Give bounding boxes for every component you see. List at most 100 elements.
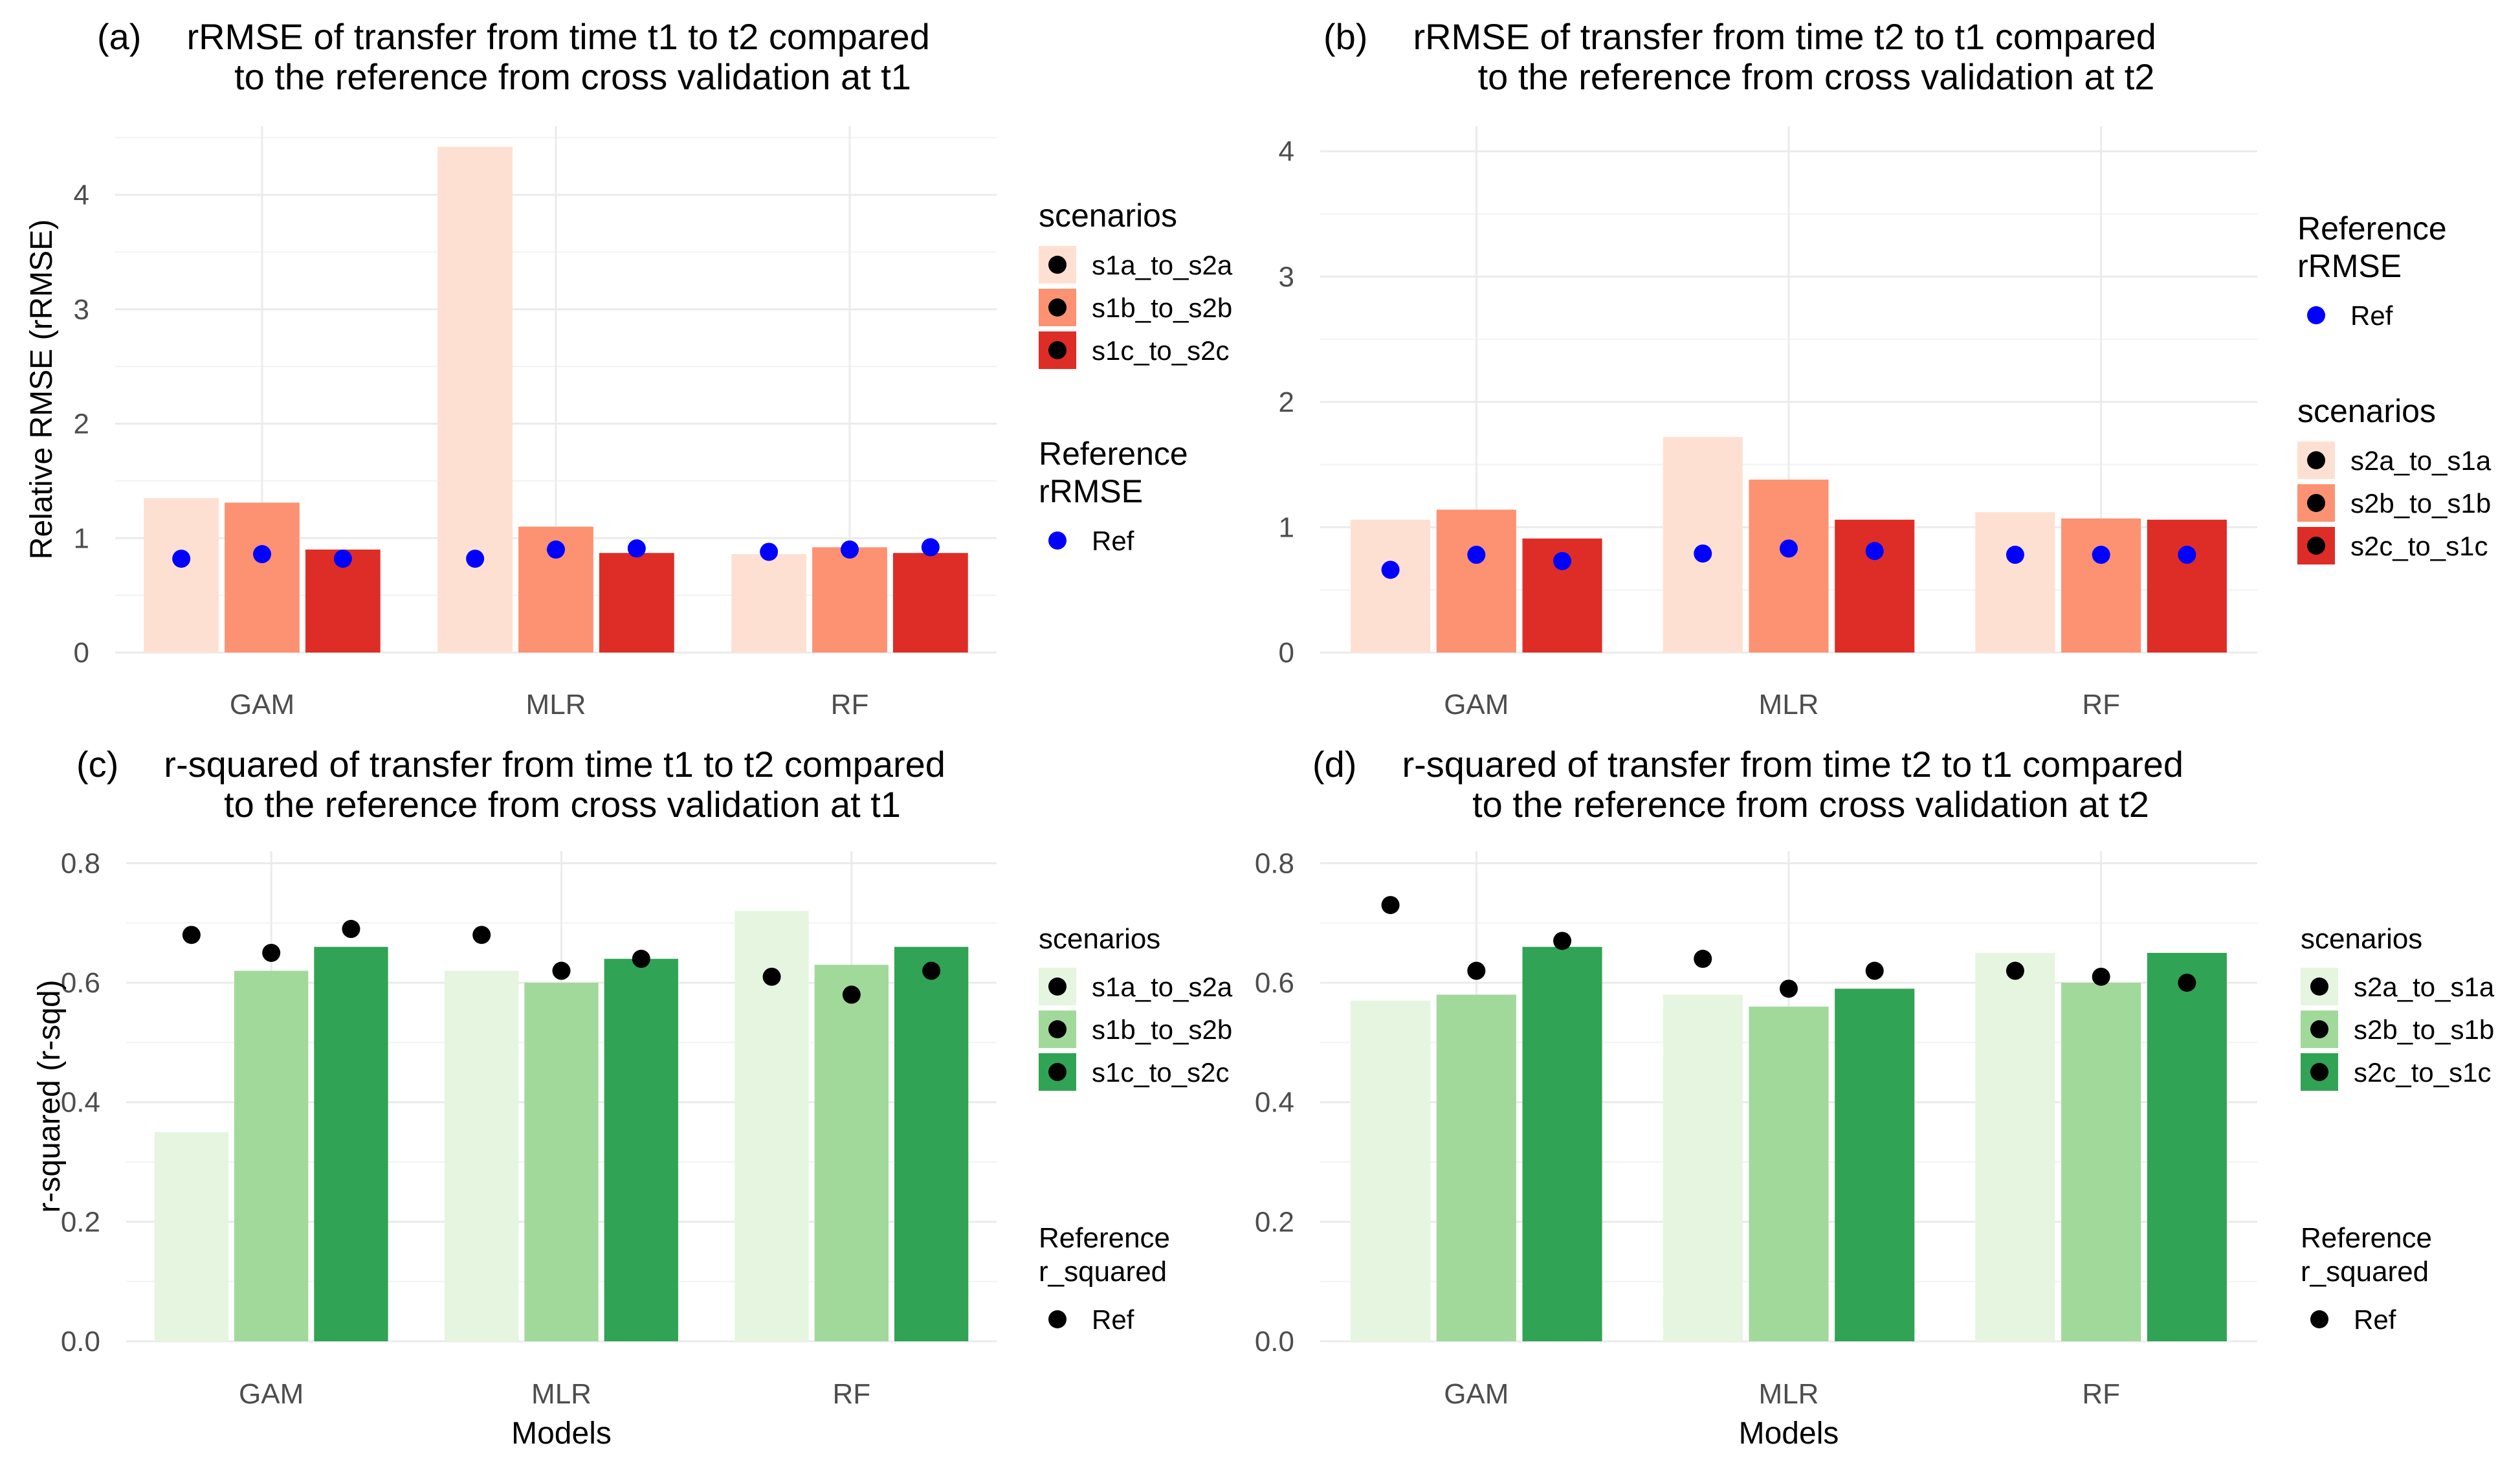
panel-title: (a) rRMSE of transfer from time t1 to t2 … — [97, 16, 930, 57]
x-tick-label: GAM — [230, 689, 294, 720]
panel-label: (a) — [97, 16, 141, 57]
ref-point-GAM-3 — [1553, 552, 1572, 570]
bar-s2c_to_s1c-RF — [2147, 952, 2227, 1341]
bar-s1c_to_s2c-MLR — [604, 959, 678, 1341]
legend: scenarios s2a_to_s1a s2b_to_s1b s2c_to_s1c R… — [2301, 923, 2495, 1335]
legend-ref-dot — [2310, 1310, 2328, 1328]
x-axis-label: Models — [511, 1416, 612, 1451]
legend-key-dot — [2307, 494, 2325, 512]
ref-point-GAM-2 — [262, 943, 281, 962]
panel-a: 0 1 2 3 4 GAM MLR RF (a) rRMSE of transfer from t… — [25, 16, 1233, 720]
y-tick-label: 0.4 — [61, 1087, 100, 1119]
legend-label-s2c_to_s1c: s2c_to_s1c — [2354, 1057, 2491, 1088]
legend-label-s1a_to_s2a: s1a_to_s2a — [1092, 972, 1233, 1002]
y-tick-label: 0.2 — [1255, 1206, 1294, 1238]
y-tick-label: 0 — [1279, 637, 1294, 669]
legend: scenarios s1a_to_s2a s1b_to_s2b s1c_to_s2c R… — [1039, 197, 1233, 556]
panel-title: (c) r-squared of transfer from time t1 to… — [76, 744, 945, 785]
y-tick-label: 1 — [74, 522, 89, 554]
bar-s1b_to_s2b-GAM — [225, 502, 300, 653]
y-tick-label: 2 — [1279, 386, 1294, 418]
ref-point-RF-3 — [921, 538, 940, 557]
y-tick-label: 1 — [1279, 511, 1294, 543]
legend-key-dot — [1048, 298, 1067, 317]
legend-label-s2b_to_s1b: s2b_to_s1b — [2354, 1014, 2494, 1045]
bar-s2b_to_s1b-GAM — [1436, 509, 1516, 653]
panel-title-line1: rRMSE of transfer from time t1 to t2 com… — [186, 16, 929, 57]
legend-key-dot — [1048, 1020, 1067, 1038]
ref-point-RF-3 — [2178, 974, 2196, 992]
bar-s2b_to_s1b-MLR — [1749, 479, 1829, 653]
panel-title-line2: to the reference from cross validation a… — [224, 784, 901, 825]
bar-s1a_to_s2a-MLR — [445, 970, 519, 1341]
y-tick-label: 0.8 — [1255, 847, 1294, 879]
bar-s1c_to_s2c-RF — [894, 946, 969, 1341]
ref-point-RF-2 — [841, 540, 859, 559]
bar-s1a_to_s2a-MLR — [437, 146, 513, 653]
bar-s2a_to_s1a-GAM — [1351, 1000, 1431, 1341]
y-tick-label: 0.8 — [61, 847, 100, 879]
y-tick-label: 2 — [74, 408, 89, 440]
panel-title-line1: r-squared of transfer from time t1 to t2… — [164, 744, 945, 785]
panel-label: (d) — [1312, 744, 1356, 785]
panel-title: (b) rRMSE of transfer from time t2 to t1 … — [1323, 16, 2156, 57]
ref-point-MLR-1 — [1694, 544, 1712, 563]
legend-ref-title-line1: Reference — [1039, 436, 1188, 472]
legend-label-s2a_to_s1a: s2a_to_s1a — [2354, 972, 2495, 1002]
bar-s2c_to_s1c-RF — [2147, 519, 2227, 653]
x-tick-label: GAM — [239, 1378, 304, 1410]
legend-ref-label: Ref — [2350, 300, 2393, 331]
legend-ref-title-line1: Reference — [1039, 1222, 1170, 1254]
panel-label: (c) — [76, 744, 118, 785]
panel-d: 0.0 0.2 0.4 0.6 0.8 GAM MLR RF (d) r-squared of t… — [1255, 744, 2495, 1451]
legend-ref-label: Ref — [1092, 526, 1134, 556]
bar-s1c_to_s2c-MLR — [599, 553, 674, 653]
panel-b: 0 1 2 3 4 GAM MLR RF (b) rRMSE of transfer from t… — [1279, 16, 2492, 720]
legend-ref-title-line2: r_squared — [2301, 1256, 2429, 1288]
bar-s1a_to_s2a-GAM — [154, 1132, 229, 1341]
ref-point-MLR-2 — [547, 540, 565, 559]
legend-label-s1b_to_s2b: s1b_to_s2b — [1092, 293, 1232, 323]
legend-key-dot — [1048, 1063, 1067, 1081]
ref-point-RF-3 — [2178, 546, 2196, 564]
ref-point-GAM-3 — [1553, 932, 1572, 950]
ref-point-RF-2 — [842, 985, 861, 1004]
legend-scenarios-title: scenarios — [1039, 197, 1177, 234]
y-tick-label: 4 — [1279, 136, 1294, 168]
bar-s1c_to_s2c-GAM — [314, 946, 388, 1341]
ref-point-GAM-1 — [182, 926, 201, 944]
x-tick-label: MLR — [526, 689, 586, 720]
x-tick-label: MLR — [1759, 689, 1819, 720]
bar-s2a_to_s1a-MLR — [1663, 994, 1743, 1341]
legend-ref-dot — [1048, 1310, 1067, 1328]
legend-ref-title-line2: rRMSE — [2297, 248, 2402, 284]
legend-key-dot — [2307, 537, 2325, 555]
legend-ref-dot — [2307, 306, 2325, 324]
bar-s2a_to_s1a-RF — [1975, 512, 2055, 653]
ref-point-MLR-3 — [1865, 542, 1884, 561]
legend-label-s1c_to_s2c: s1c_to_s2c — [1092, 1057, 1229, 1088]
ref-point-GAM-2 — [1467, 961, 1486, 980]
ref-point-RF-2 — [2092, 967, 2110, 986]
legend-scenarios-title: scenarios — [2297, 393, 2436, 429]
x-tick-label: MLR — [531, 1378, 591, 1410]
bar-s2b_to_s1b-RF — [2061, 518, 2141, 653]
x-tick-label: RF — [2082, 1378, 2120, 1410]
legend-ref-title-line2: rRMSE — [1039, 473, 1143, 509]
bar-s1b_to_s2b-GAM — [234, 970, 309, 1341]
bar-s2b_to_s1b-MLR — [1749, 1007, 1829, 1341]
panel-title-line1: r-squared of transfer from time t2 to t1… — [1402, 744, 2183, 785]
ref-point-MLR-3 — [632, 950, 650, 968]
x-tick-label: RF — [833, 1378, 871, 1410]
ref-point-MLR-2 — [1780, 979, 1798, 998]
ref-point-MLR-3 — [627, 539, 646, 558]
bar-s2c_to_s1c-MLR — [1835, 988, 1915, 1341]
y-axis-label: r-squared (r-sqd) — [32, 979, 67, 1212]
legend-ref-dot — [1048, 531, 1067, 550]
y-tick-label: 0.6 — [61, 967, 100, 999]
ref-point-MLR-1 — [1694, 950, 1712, 968]
y-tick-label: 0.0 — [61, 1326, 100, 1357]
legend-key-dot — [2310, 977, 2328, 996]
panel-title-line1: rRMSE of transfer from time t2 to t1 com… — [1413, 16, 2156, 57]
y-tick-label: 0.6 — [1255, 967, 1294, 999]
